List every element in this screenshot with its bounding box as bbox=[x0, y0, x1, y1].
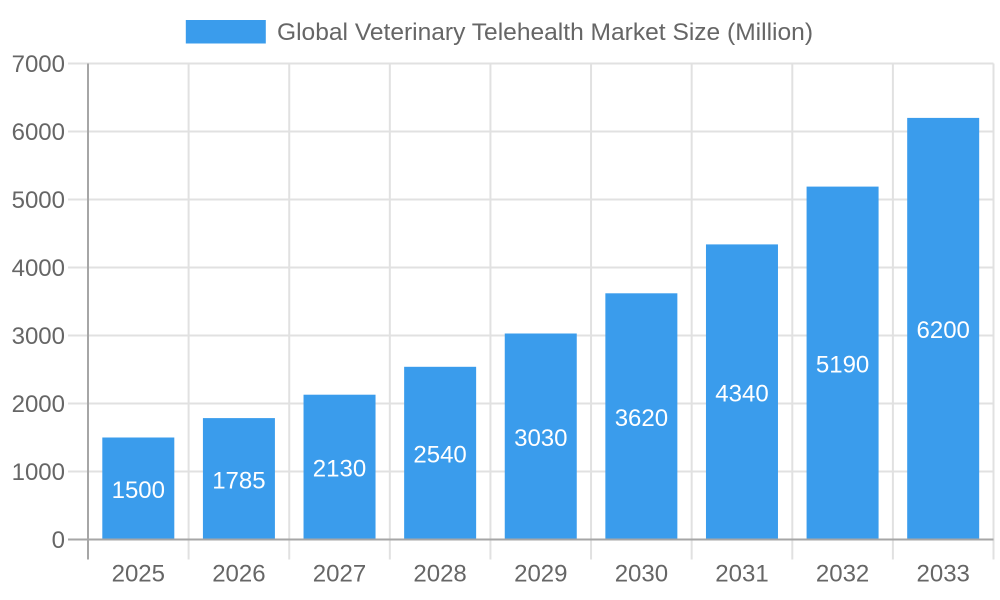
svg-text:2540: 2540 bbox=[413, 442, 466, 469]
svg-text:4000: 4000 bbox=[12, 255, 65, 282]
svg-text:5190: 5190 bbox=[816, 352, 869, 379]
svg-text:2027: 2027 bbox=[313, 561, 366, 588]
svg-text:2025: 2025 bbox=[112, 561, 165, 588]
svg-text:2026: 2026 bbox=[212, 561, 265, 588]
svg-text:1500: 1500 bbox=[112, 477, 165, 504]
svg-text:2033: 2033 bbox=[917, 561, 970, 588]
svg-text:1000: 1000 bbox=[12, 459, 65, 486]
svg-text:0: 0 bbox=[52, 527, 65, 554]
svg-text:2032: 2032 bbox=[816, 561, 869, 588]
svg-text:2031: 2031 bbox=[715, 561, 768, 588]
svg-text:6000: 6000 bbox=[12, 119, 65, 146]
svg-text:3000: 3000 bbox=[12, 323, 65, 350]
svg-text:Global Veterinary Telehealth M: Global Veterinary Telehealth Market Size… bbox=[277, 19, 813, 46]
svg-text:2000: 2000 bbox=[12, 391, 65, 418]
svg-text:7000: 7000 bbox=[12, 51, 65, 78]
svg-text:2028: 2028 bbox=[413, 561, 466, 588]
svg-text:1785: 1785 bbox=[212, 467, 265, 494]
svg-text:3030: 3030 bbox=[514, 425, 567, 452]
svg-text:4340: 4340 bbox=[715, 380, 768, 407]
svg-text:2130: 2130 bbox=[313, 456, 366, 483]
svg-text:6200: 6200 bbox=[917, 317, 970, 344]
svg-text:2030: 2030 bbox=[615, 561, 668, 588]
svg-text:3620: 3620 bbox=[615, 405, 668, 432]
svg-text:5000: 5000 bbox=[12, 187, 65, 214]
svg-text:2029: 2029 bbox=[514, 561, 567, 588]
